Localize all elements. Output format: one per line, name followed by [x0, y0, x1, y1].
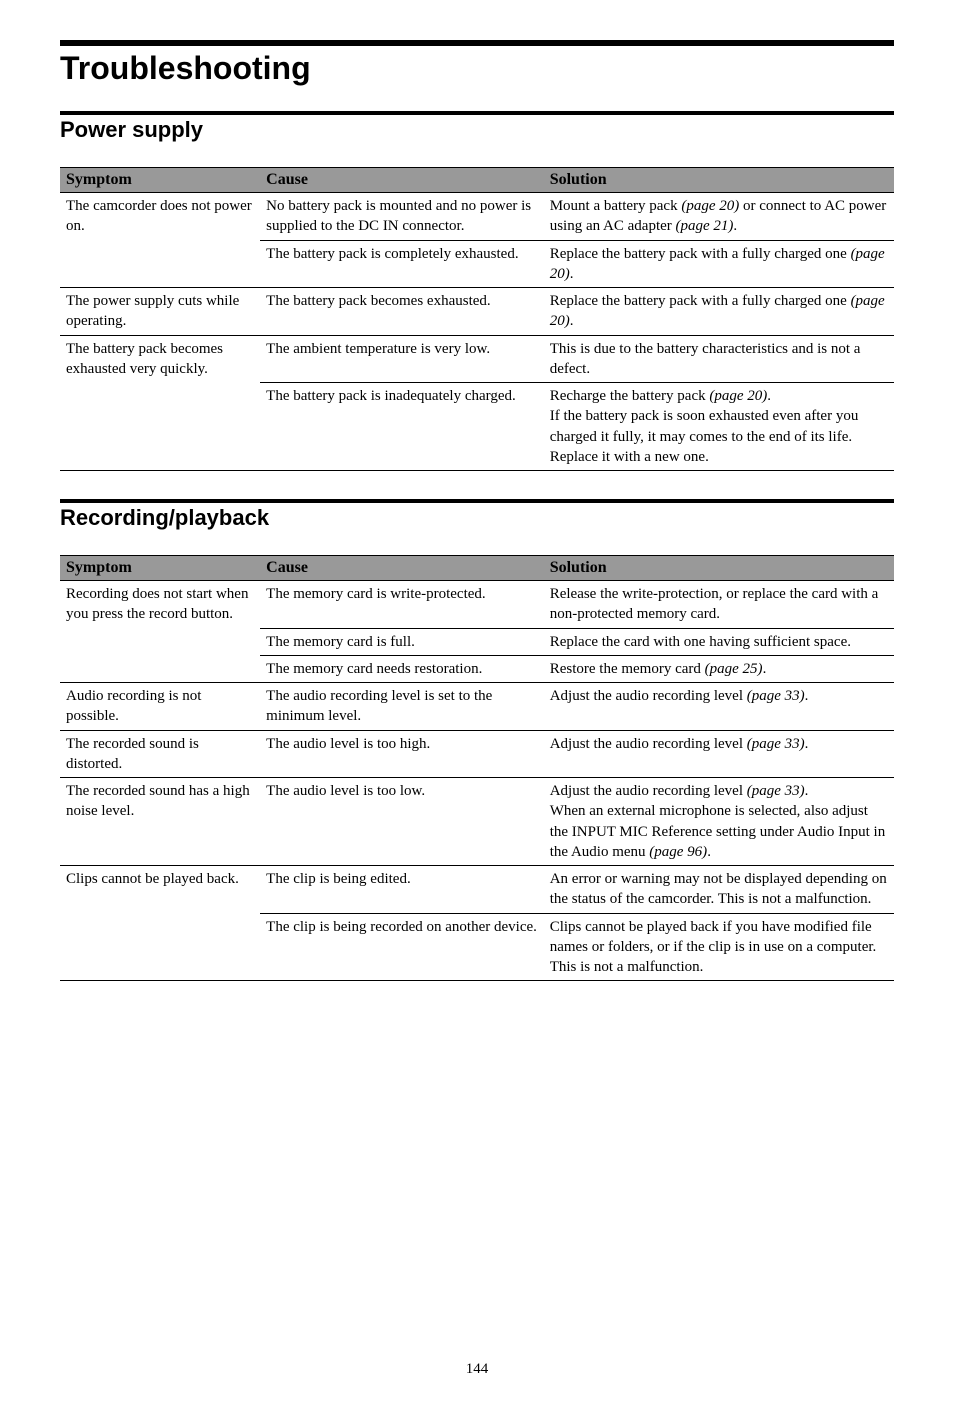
symptom-cell: The camcorder does not power on. [60, 193, 260, 288]
solution-cell: Replace the battery pack with a fully ch… [544, 288, 894, 336]
solution-cell: This is due to the battery characteristi… [544, 335, 894, 383]
column-header: Solution [544, 168, 894, 193]
cause-cell: The battery pack becomes exhausted. [260, 288, 544, 336]
symptom-cell: The power supply cuts while operating. [60, 288, 260, 336]
cause-cell: No battery pack is mounted and no power … [260, 193, 544, 241]
table-row: The recorded sound is distorted.The audi… [60, 730, 894, 778]
solution-cell: Adjust the audio recording level (page 3… [544, 730, 894, 778]
solution-cell: Mount a battery pack (page 20) or connec… [544, 193, 894, 241]
solution-cell: Replace the card with one having suffici… [544, 628, 894, 655]
table-row: Audio recording is not possible.The audi… [60, 683, 894, 731]
solution-cell: Restore the memory card (page 25). [544, 655, 894, 682]
page-number: 144 [60, 1361, 894, 1378]
cause-cell: The memory card is full. [260, 628, 544, 655]
column-header: Cause [260, 168, 544, 193]
symptom-cell: The recorded sound has a high noise leve… [60, 778, 260, 866]
cause-cell: The audio level is too high. [260, 730, 544, 778]
cause-cell: The clip is being edited. [260, 866, 544, 914]
cause-cell: The memory card needs restoration. [260, 655, 544, 682]
table-row: The battery pack becomes exhausted very … [60, 335, 894, 383]
column-header: Symptom [60, 556, 260, 581]
cause-cell: The clip is being recorded on another de… [260, 913, 544, 981]
troubleshooting-table: SymptomCauseSolutionThe camcorder does n… [60, 167, 894, 471]
symptom-cell: Audio recording is not possible. [60, 683, 260, 731]
solution-cell: Recharge the battery pack (page 20).If t… [544, 383, 894, 471]
troubleshooting-table: SymptomCauseSolutionRecording does not s… [60, 555, 894, 981]
solution-cell: Replace the battery pack with a fully ch… [544, 240, 894, 288]
cause-cell: The battery pack is inadequately charged… [260, 383, 544, 471]
column-header: Solution [544, 556, 894, 581]
page-title: Troubleshooting [60, 46, 894, 87]
cause-cell: The memory card is write-protected. [260, 581, 544, 629]
section-header: Recording/playback [60, 499, 894, 531]
table-row: Clips cannot be played back.The clip is … [60, 866, 894, 914]
solution-cell: Adjust the audio recording level (page 3… [544, 683, 894, 731]
cause-cell: The audio recording level is set to the … [260, 683, 544, 731]
solution-cell: Clips cannot be played back if you have … [544, 913, 894, 981]
column-header: Symptom [60, 168, 260, 193]
symptom-cell: The battery pack becomes exhausted very … [60, 335, 260, 471]
symptom-cell: Recording does not start when you press … [60, 581, 260, 683]
symptom-cell: Clips cannot be played back. [60, 866, 260, 981]
table-row: The camcorder does not power on.No batte… [60, 193, 894, 241]
cause-cell: The battery pack is completely exhausted… [260, 240, 544, 288]
table-row: Recording does not start when you press … [60, 581, 894, 629]
solution-cell: Release the write-protection, or replace… [544, 581, 894, 629]
table-row: The power supply cuts while operating.Th… [60, 288, 894, 336]
solution-cell: An error or warning may not be displayed… [544, 866, 894, 914]
symptom-cell: The recorded sound is distorted. [60, 730, 260, 778]
table-row: The recorded sound has a high noise leve… [60, 778, 894, 866]
cause-cell: The audio level is too low. [260, 778, 544, 866]
column-header: Cause [260, 556, 544, 581]
solution-cell: Adjust the audio recording level (page 3… [544, 778, 894, 866]
section-header: Power supply [60, 111, 894, 143]
cause-cell: The ambient temperature is very low. [260, 335, 544, 383]
